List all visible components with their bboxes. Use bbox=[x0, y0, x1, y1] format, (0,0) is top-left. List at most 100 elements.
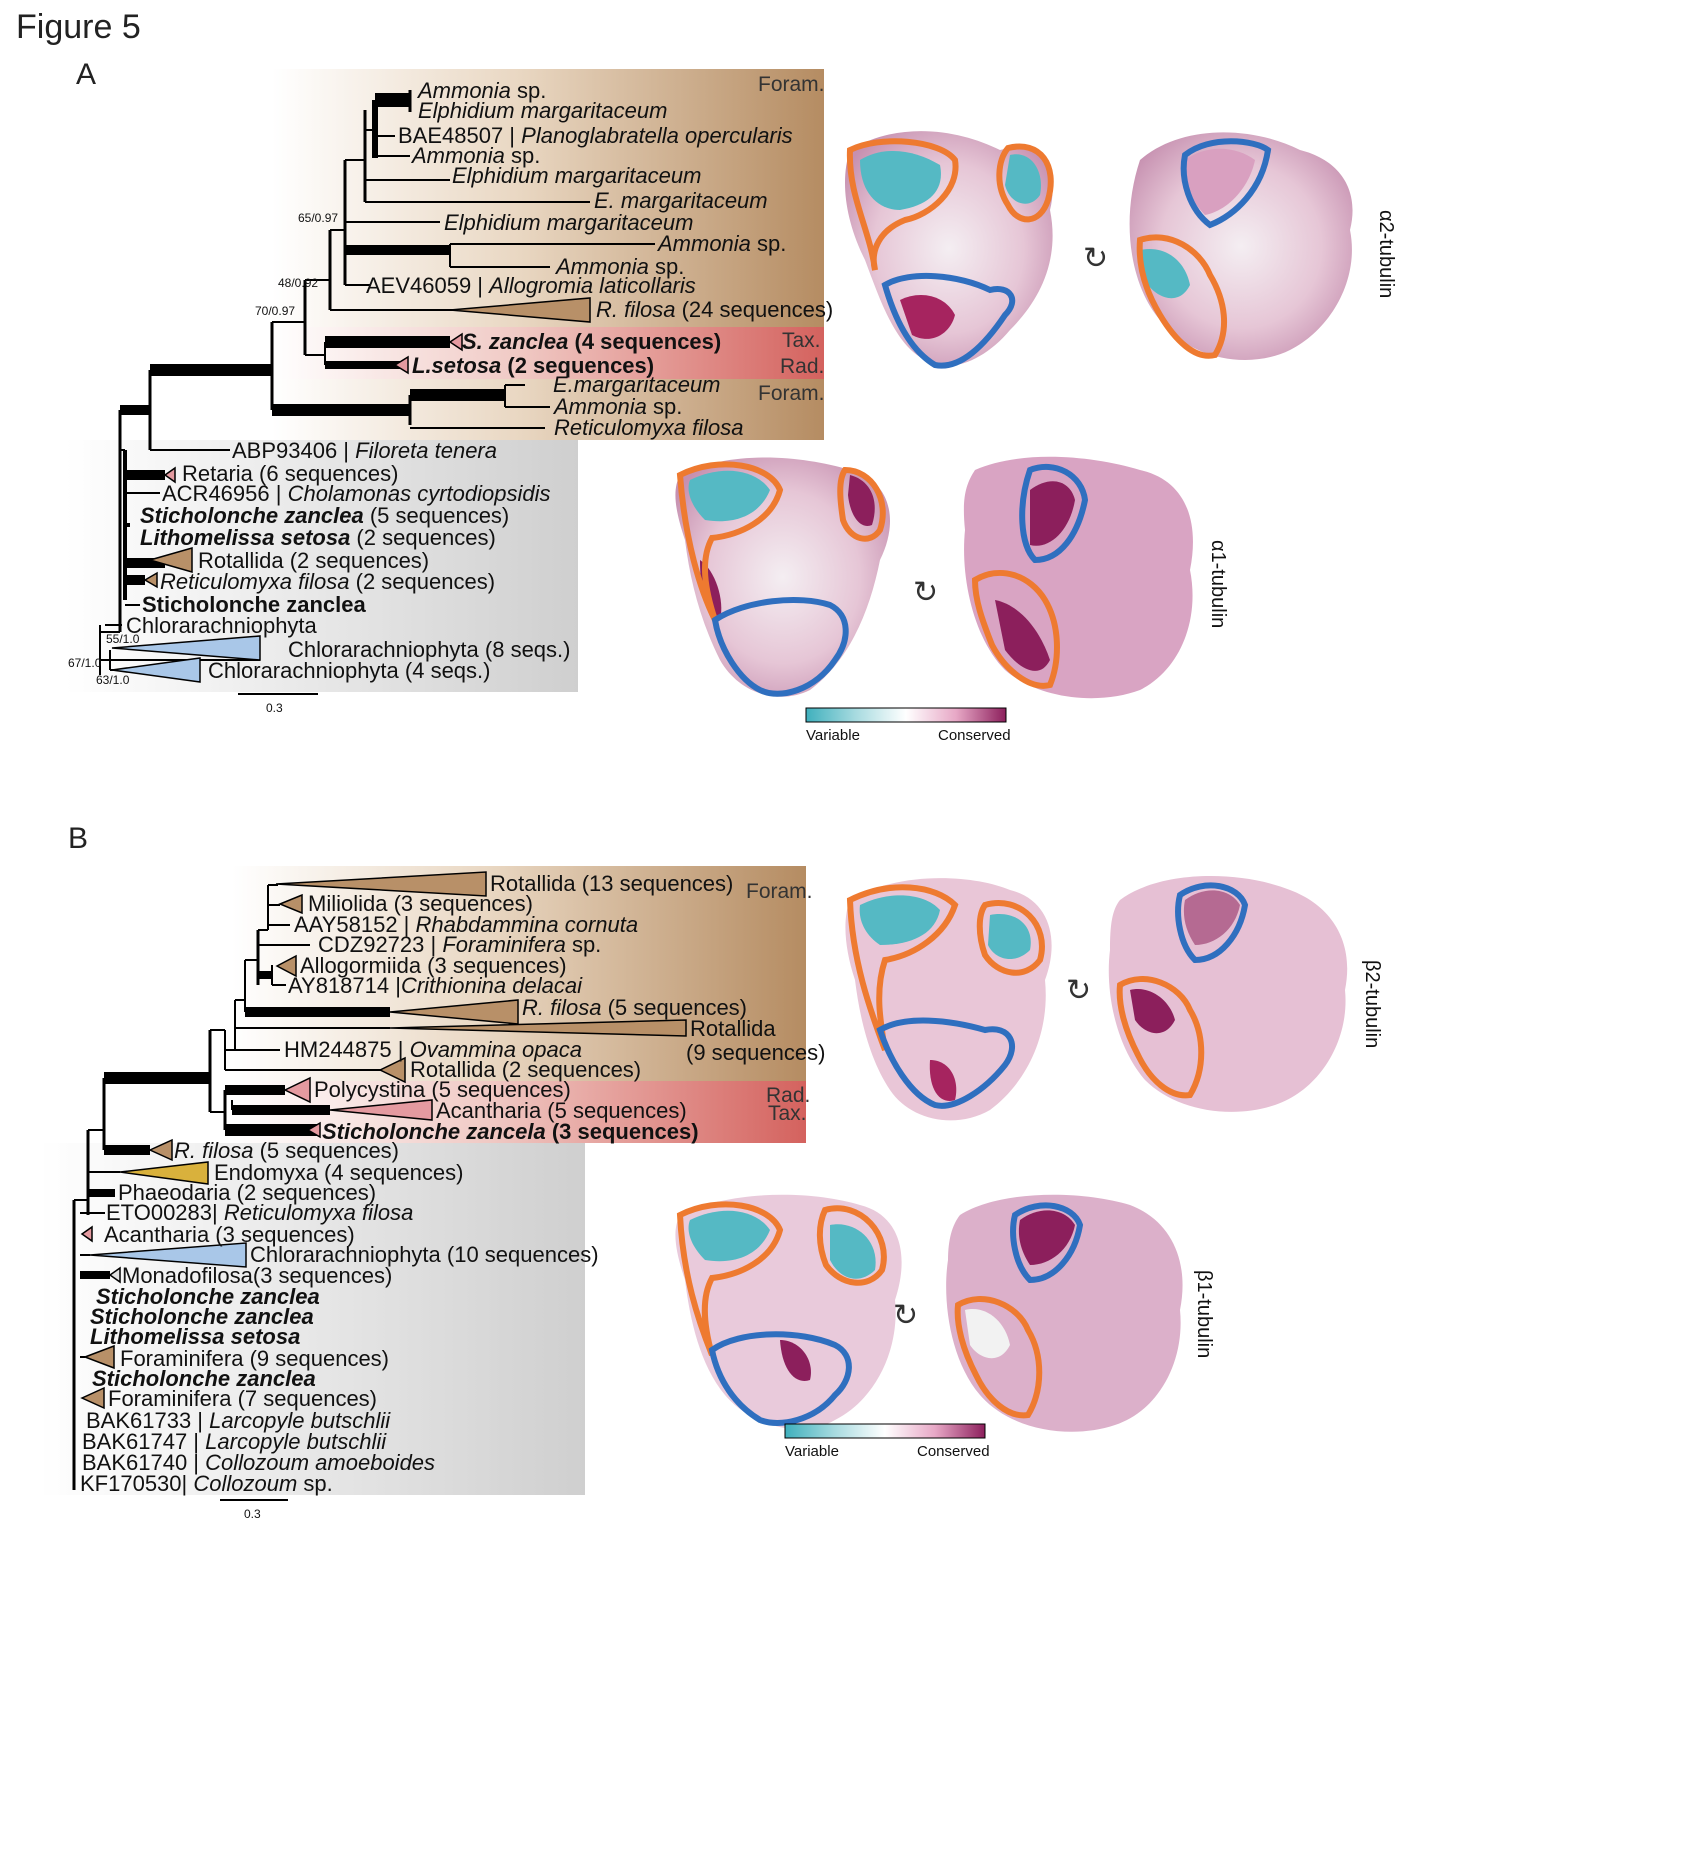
taxon-label: Sticholonche zanclea bbox=[142, 592, 366, 617]
taxon-label: Sticholonche zanclea bbox=[92, 1366, 316, 1391]
taxon-label: Elphidium margaritaceum bbox=[444, 210, 693, 235]
structure-alpha2-back bbox=[1129, 132, 1353, 360]
triangle-polycystina bbox=[283, 1076, 311, 1104]
tree-b bbox=[72, 884, 400, 1490]
taxon-label: Monadofilosa(3 sequences) bbox=[122, 1263, 392, 1288]
triangle-reticulomyxa-2 bbox=[143, 571, 158, 589]
foram-label-b: Foram. bbox=[746, 880, 813, 903]
legend-conserved-b: Conserved bbox=[917, 1443, 990, 1460]
taxon-label: Sticholonche zanclea (5 sequences) bbox=[140, 503, 509, 528]
taxon-label: BAK61747 | Larcopyle butschlii bbox=[82, 1429, 387, 1454]
structure-alpha1-back bbox=[963, 456, 1193, 699]
taxon-label: ABP93406 | Filoreta tenera bbox=[232, 438, 497, 463]
triangle-sticholonche-3 bbox=[306, 1121, 321, 1139]
triangle-rotallida-2 bbox=[147, 547, 193, 573]
triangle-endomyxa bbox=[119, 1161, 209, 1185]
conservation-legend-a bbox=[805, 707, 1007, 723]
scale-label-a: 0.3 bbox=[266, 701, 283, 715]
taxon-label: Polycystina (5 sequences) bbox=[314, 1077, 571, 1102]
taxon-label: BAK61740 | Collozoum amoeboides bbox=[82, 1450, 435, 1475]
legend-variable-a: Variable bbox=[806, 727, 860, 744]
taxon-label: R. filosa (5 sequences) bbox=[174, 1138, 399, 1163]
taxon-label: E. margaritaceum bbox=[594, 188, 768, 213]
triangle-r-filosa-24 bbox=[449, 297, 591, 323]
conservation-legend-b bbox=[784, 1423, 986, 1439]
triangle-l-setosa-2 bbox=[393, 355, 409, 375]
support-value: 55/1.0 bbox=[106, 632, 140, 646]
tax-label-b: Tax. bbox=[768, 1102, 807, 1125]
structure-beta2-front bbox=[845, 878, 1052, 1121]
grey-box-b bbox=[40, 1143, 585, 1495]
structure-alpha1-front bbox=[675, 457, 890, 697]
rad-tax-box bbox=[272, 327, 824, 379]
taxon-label: Retaria (6 sequences) bbox=[182, 461, 398, 486]
taxon-label: Sticholonche zanclea bbox=[96, 1284, 320, 1309]
taxon-label: Endomyxa (4 sequences) bbox=[214, 1160, 463, 1185]
taxon-label: Sticholonche zanclea bbox=[90, 1304, 314, 1329]
taxon-label: Chlorarachniophyta (10 sequences) bbox=[250, 1242, 599, 1267]
triangle-s-zanclea-4 bbox=[448, 332, 463, 352]
taxon-label: Foraminifera (9 sequences) bbox=[120, 1346, 389, 1371]
taxon-label: HM244875 | Ovammina opaca bbox=[284, 1037, 582, 1062]
triangle-rotallida-9 bbox=[389, 1019, 687, 1037]
taxon-label: Phaeodaria (2 sequences) bbox=[118, 1180, 376, 1205]
foram-label-top: Foram. bbox=[758, 73, 825, 96]
structure-label-alpha1: α1-tubulin bbox=[1207, 540, 1229, 628]
taxon-label: Rotallida (13 sequences) bbox=[490, 871, 733, 896]
triangle-chlora-10 bbox=[89, 1242, 247, 1268]
taxon-label: Foraminifera (7 sequences) bbox=[108, 1386, 377, 1411]
taxon-label: Elphidium margaritaceum bbox=[452, 163, 701, 188]
taxon-label: (9 sequences) bbox=[686, 1040, 825, 1065]
taxon-label: Ammonia sp. bbox=[416, 78, 546, 103]
foram-label-bottom: Foram. bbox=[758, 382, 825, 405]
taxon-label: Ammonia sp. bbox=[554, 254, 684, 279]
support-value: 67/1.0 bbox=[68, 656, 102, 670]
panel-b-letter: B bbox=[68, 822, 88, 855]
rad-label-b: Rad. bbox=[766, 1084, 810, 1107]
taxon-label: Reticulomyxa filosa bbox=[554, 415, 744, 440]
rotate-arrow-icon: ↻ bbox=[1083, 242, 1108, 275]
triangle-retaria bbox=[163, 466, 176, 484]
taxon-label: AEV46059 | Allogromia laticollaris bbox=[366, 273, 696, 298]
tax-label: Tax. bbox=[782, 329, 821, 352]
triangle-rotallida-13 bbox=[275, 871, 487, 897]
support-value: 70/0.97 bbox=[255, 304, 295, 318]
triangle-r-filosa-5b bbox=[148, 1138, 173, 1162]
triangle-foraminifera-7 bbox=[80, 1386, 105, 1410]
taxon-label: Miliolida (3 sequences) bbox=[308, 891, 533, 916]
taxon-label: Reticulomyxa filosa (2 sequences) bbox=[160, 569, 495, 594]
triangle-chlora-4 bbox=[111, 657, 201, 683]
taxon-label: Rotallida (2 sequences) bbox=[410, 1057, 641, 1082]
triangle-acantharia-5 bbox=[329, 1099, 433, 1121]
triangle-chlora-8 bbox=[111, 635, 261, 661]
taxon-label: AAY58152 | Rhabdammina cornuta bbox=[294, 912, 638, 937]
triangle-monadofilosa bbox=[108, 1266, 121, 1284]
support-value: 65/0.97 bbox=[298, 211, 338, 225]
taxon-label: Chlorarachniophyta (4 seqs.) bbox=[208, 658, 490, 683]
structure-alpha2-front bbox=[845, 131, 1054, 369]
taxon-label: Allogormiida (3 sequences) bbox=[300, 953, 567, 978]
triangle-foraminifera-9 bbox=[82, 1344, 115, 1370]
rad-label: Rad. bbox=[780, 355, 824, 378]
taxon-label: ACR46956 | Cholamonas cyrtodiopsidis bbox=[162, 481, 550, 506]
taxon-label: R. filosa (5 sequences) bbox=[522, 995, 747, 1020]
taxon-label: BAE48507 | Planoglabratella opercularis bbox=[398, 123, 793, 148]
structure-label-beta1: β1-tubulin bbox=[1193, 1270, 1215, 1358]
structure-label-beta2: β2-tubulin bbox=[1361, 960, 1383, 1048]
structure-label-alpha2: α2-tubulin bbox=[1375, 210, 1397, 298]
rotate-arrow-icon: ↻ bbox=[893, 1299, 918, 1332]
taxon-label: CDZ92723 | Foraminifera sp. bbox=[318, 932, 601, 957]
taxon-label: Rotallida bbox=[690, 1016, 776, 1041]
structure-beta1-front bbox=[675, 1194, 902, 1430]
figure-title: Figure 5 bbox=[16, 8, 141, 46]
taxon-label: Chlorarachniophyta (8 seqs.) bbox=[288, 637, 570, 662]
taxa-a: Ammonia sp. Elphidium margaritaceum BAE4… bbox=[126, 78, 833, 683]
taxon-label: Chlorarachniophyta bbox=[126, 613, 318, 638]
legend-variable-b: Variable bbox=[785, 1443, 839, 1460]
taxa-b: Rotallida (13 sequences) Miliolida (3 se… bbox=[80, 871, 825, 1496]
taxon-label: Elphidium margaritaceum bbox=[418, 98, 667, 123]
taxon-label: Rotallida (2 sequences) bbox=[198, 548, 429, 573]
scale-label-b: 0.3 bbox=[244, 1507, 261, 1521]
taxon-label: Ammonia sp. bbox=[656, 231, 786, 256]
